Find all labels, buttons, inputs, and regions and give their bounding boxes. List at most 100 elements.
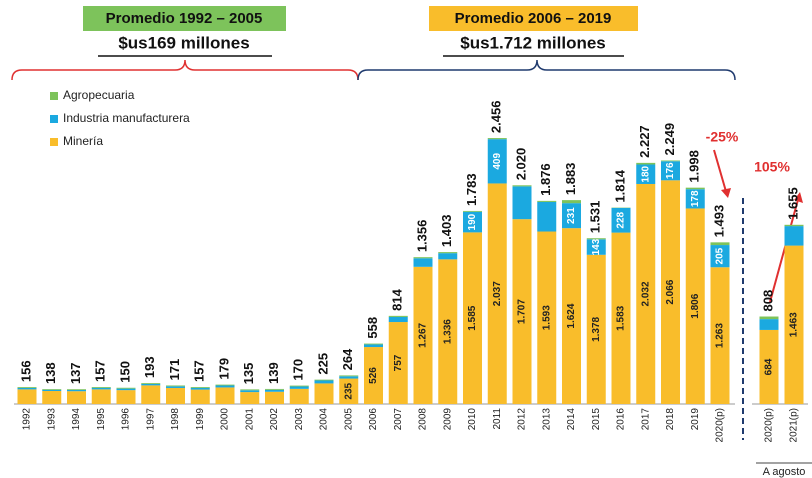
total-label: 1.655 [785, 187, 800, 220]
bar-segment [413, 258, 433, 267]
x-tick-label: 2019 [690, 408, 701, 431]
bar-segment [364, 347, 383, 404]
x-tick-label: 2012 [517, 408, 528, 431]
bar-segment [141, 385, 161, 404]
segment-label: 526 [368, 367, 379, 384]
arrow [713, 149, 728, 196]
segment-label: 176 [665, 162, 676, 179]
bar-segment [265, 389, 284, 392]
bar-segment [215, 387, 235, 404]
x-tick-label: 2016 [616, 408, 627, 431]
segment-label: 1.463 [789, 312, 800, 337]
bar-segment [413, 266, 433, 404]
brace [11, 59, 359, 81]
bar-segment [636, 164, 656, 184]
total-label: 135 [241, 363, 256, 385]
bar-segment [661, 180, 680, 404]
bar-segment [166, 386, 185, 388]
legend-label: Industria manufacturera [63, 111, 190, 125]
bar-segment [636, 183, 656, 404]
segment-label: 1.336 [442, 319, 453, 344]
period-label: Promedio 2006 – 2019 [455, 10, 612, 27]
bar-segment [661, 160, 680, 162]
bar-segment [42, 389, 62, 390]
bar-segment [413, 257, 433, 259]
bar-segment [116, 387, 136, 389]
bar-segment [17, 387, 37, 390]
bar-segment [710, 242, 730, 246]
bar-segment [438, 252, 458, 254]
bar-segment [438, 253, 458, 260]
x-tick-label: 2017 [640, 408, 651, 431]
bar-segment [537, 231, 557, 404]
legend-swatch [50, 92, 58, 100]
note: A agosto [763, 466, 806, 478]
bar-segment [562, 203, 581, 229]
bar-segment [339, 378, 359, 404]
total-label: 157 [192, 360, 207, 382]
x-tick-label: 2002 [269, 408, 280, 431]
bar-segment [636, 162, 656, 165]
bar-segment [537, 201, 557, 232]
x-tick-label: 1999 [195, 408, 206, 431]
total-label: 2.020 [513, 148, 528, 181]
total-label: 1.876 [538, 163, 553, 196]
total-label: 1.493 [711, 205, 726, 238]
x-tick-label: 2018 [665, 408, 676, 431]
total-label: 193 [142, 356, 157, 378]
segment-label: 1.806 [690, 293, 701, 318]
x-tick-label: 1997 [145, 408, 156, 431]
segment-label: 143 [591, 238, 602, 255]
segment-label: 1.263 [715, 323, 726, 348]
bar-segment [166, 385, 185, 387]
segment-label: 231 [566, 207, 577, 224]
period-label: Promedio 1992 – 2005 [106, 10, 263, 27]
x-tick-label: 2000 [220, 408, 231, 431]
bar-segment [388, 322, 408, 404]
segment-label: 2.037 [492, 281, 503, 306]
bar-segment [685, 187, 705, 190]
x-tick-label: 2015 [591, 408, 602, 431]
bar-segment [438, 259, 458, 404]
bar-segment [240, 389, 260, 391]
x-tick-label: 1994 [71, 408, 82, 431]
x-tick-label: 2020(p) [764, 408, 775, 442]
segment-label: 1.593 [541, 305, 552, 330]
bar-segment [562, 228, 581, 404]
segment-label: 205 [715, 247, 726, 264]
total-label: 2.227 [637, 125, 652, 158]
segment-label: 228 [616, 211, 627, 228]
period-average: $us1.712 millones [460, 33, 606, 52]
segment-label: 1.267 [418, 322, 429, 347]
bar-segment [388, 316, 408, 323]
x-tick-label: 2001 [244, 408, 255, 431]
period-box [83, 6, 286, 31]
bar-segment [784, 226, 804, 246]
total-label: 2.249 [662, 123, 677, 156]
segment-label: 1.585 [467, 305, 478, 330]
x-tick-label: 2003 [294, 408, 305, 431]
bar-segment [463, 210, 482, 212]
total-label: 264 [340, 348, 355, 370]
segment-label: 2.066 [665, 279, 676, 304]
segment-label: 757 [393, 354, 404, 371]
bar-segment [759, 319, 779, 330]
period-box [429, 6, 638, 31]
x-tick-label: 2013 [541, 408, 552, 431]
bar-segment [17, 389, 37, 404]
segment-label: 409 [492, 153, 503, 170]
bar-segment [240, 392, 260, 404]
bar-segment [586, 239, 606, 255]
change-label: 105% [754, 159, 790, 175]
bar-segment [784, 245, 804, 404]
bar-segment [91, 389, 111, 404]
segment-label: 1.707 [517, 299, 528, 324]
x-tick-label: 1993 [46, 408, 57, 431]
period-average: $us169 millones [118, 33, 249, 52]
bar-segment [710, 245, 730, 268]
x-tick-label: 2008 [418, 408, 429, 431]
bar-segment [339, 376, 359, 379]
bar-segment [685, 189, 705, 209]
brace [357, 59, 736, 81]
total-label: 1.531 [588, 201, 603, 234]
